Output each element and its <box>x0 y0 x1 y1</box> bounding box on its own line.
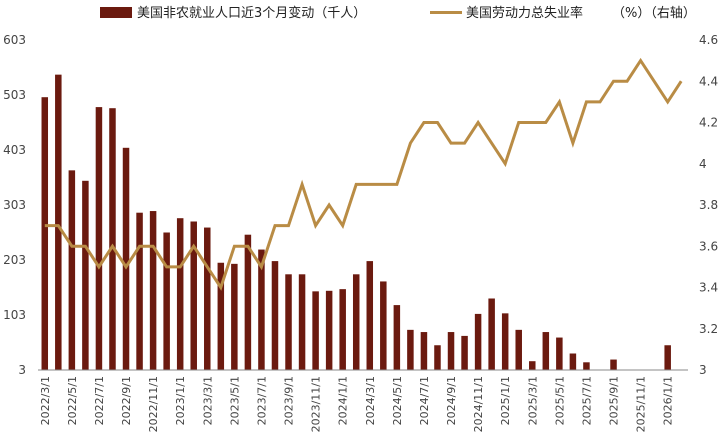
x-tick-label: 2023/5/1 <box>228 376 241 425</box>
bar <box>407 329 414 370</box>
bar <box>285 274 292 370</box>
bar <box>393 305 401 370</box>
x-tick-label: 2023/7/1 <box>255 376 268 425</box>
x-tick-label: 2023/9/1 <box>283 376 296 425</box>
bar <box>380 281 387 370</box>
bar <box>664 345 671 370</box>
legend-line-unit: （%）（右轴） <box>612 6 696 21</box>
bar <box>271 261 279 370</box>
y-right-tick-label: 4.6 <box>699 33 718 47</box>
bar <box>68 170 76 370</box>
x-tick-label: 2023/1/1 <box>174 376 187 425</box>
x-tick-label: 2022/11/1 <box>147 376 160 432</box>
y-right-tick-label: 3.6 <box>699 239 718 253</box>
bar <box>542 332 550 370</box>
bar <box>176 218 184 370</box>
bar <box>204 227 211 370</box>
line-series <box>44 57 683 291</box>
bar <box>82 180 89 370</box>
unemployment-line <box>44 57 683 291</box>
y-left-tick-label: 303 <box>3 198 26 212</box>
x-tick-label: 2024/3/1 <box>364 376 377 425</box>
y-right-tick-label: 3.8 <box>699 198 718 212</box>
y-left-tick-label: 603 <box>3 33 26 47</box>
legend-bar-swatch <box>100 7 132 18</box>
bar <box>149 211 157 370</box>
x-tick-label: 2026/1/1 <box>662 376 675 425</box>
bar <box>339 289 346 370</box>
x-tick-label: 2024/9/1 <box>445 376 458 425</box>
bar <box>136 212 143 370</box>
bar <box>163 232 170 370</box>
bar <box>515 329 522 370</box>
bar <box>109 108 116 370</box>
bar <box>583 362 590 370</box>
x-tick-label: 2022/7/1 <box>93 376 106 425</box>
bar <box>474 313 482 370</box>
y-left-tick-label: 203 <box>3 253 26 267</box>
bar <box>488 298 495 370</box>
bar <box>190 221 197 370</box>
bar <box>258 249 265 370</box>
bar-series <box>41 74 671 371</box>
bar <box>569 353 577 370</box>
x-tick-label: 2022/9/1 <box>120 376 133 425</box>
x-tick-label: 2022/5/1 <box>66 376 79 425</box>
y-left-tick-label: 403 <box>3 143 26 157</box>
bar <box>556 337 563 370</box>
y-right-tick-label: 4.4 <box>699 74 718 88</box>
bar <box>217 262 225 370</box>
y-right-tick-label: 3 <box>699 363 707 377</box>
y-left-tick-label: 3 <box>18 363 26 377</box>
y-right-tick-label: 3.4 <box>699 281 718 295</box>
x-tick-label: 2025/5/1 <box>553 376 566 425</box>
bar <box>95 107 103 370</box>
bar <box>447 332 455 370</box>
bar <box>366 261 374 370</box>
bar <box>325 290 333 370</box>
bar <box>529 361 536 370</box>
bar <box>298 274 306 370</box>
bar <box>434 345 441 370</box>
x-tick-label: 2024/11/1 <box>472 376 485 432</box>
bar <box>312 291 319 370</box>
y-right-tick-label: 4 <box>699 157 707 171</box>
x-tick-label: 2025/7/1 <box>580 376 593 425</box>
x-tick-label: 2025/1/1 <box>499 376 512 425</box>
bar <box>610 359 617 370</box>
x-tick-label: 2024/1/1 <box>337 376 350 425</box>
y-right-tick-label: 3.2 <box>699 322 718 336</box>
bar <box>122 147 130 370</box>
y-left-tick-label: 503 <box>3 88 26 102</box>
x-tick-label: 2025/9/1 <box>608 376 621 425</box>
y-axis-left: 3 103 203 303 403 503 603 <box>3 33 26 377</box>
x-axis: 2022/3/1 2022/5/1 2022/7/1 2022/9/1 2022/11/… <box>39 376 675 432</box>
x-tick-label: 2024/5/1 <box>391 376 404 425</box>
bar <box>41 97 49 370</box>
legend-line-label: 美国劳动力总失业率 <box>466 5 583 21</box>
x-tick-label: 2024/7/1 <box>418 376 431 425</box>
bar <box>352 274 360 370</box>
y-axis-right: 3 3.2 3.4 3.6 3.8 4 4.2 4.4 4.6 <box>699 33 718 377</box>
x-tick-label: 2022/3/1 <box>39 376 52 425</box>
bar <box>420 332 428 370</box>
x-tick-label: 2025/11/1 <box>635 376 648 432</box>
x-tick-label: 2023/11/1 <box>310 376 323 432</box>
bar <box>231 263 238 370</box>
bar <box>55 74 62 371</box>
legend-bar-label: 美国非农就业人口近3个月变动（千人） <box>137 5 366 21</box>
bar <box>461 335 468 370</box>
legend: 美国非农就业人口近3个月变动（千人） 美国劳动力总失业率 （%）（右轴） <box>100 5 696 21</box>
bar <box>244 234 252 370</box>
y-left-tick-label: 103 <box>3 308 26 322</box>
x-tick-label: 2023/3/1 <box>201 376 214 425</box>
y-right-tick-label: 4.2 <box>699 116 718 130</box>
bar <box>501 313 509 370</box>
x-tick-label: 2025/3/1 <box>526 376 539 425</box>
